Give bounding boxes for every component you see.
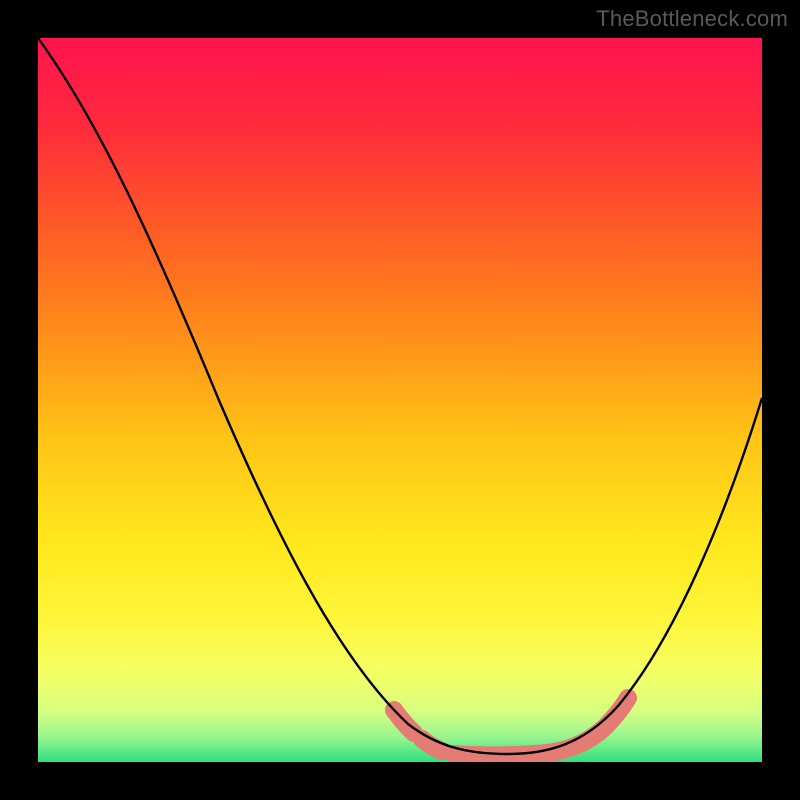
chart-svg: [38, 38, 762, 762]
chart-frame: TheBottleneck.com: [0, 0, 800, 800]
plot-area: [38, 38, 762, 762]
watermark-text: TheBottleneck.com: [596, 6, 788, 32]
gradient-rect: [38, 38, 762, 762]
highlight-segment: [422, 739, 442, 751]
